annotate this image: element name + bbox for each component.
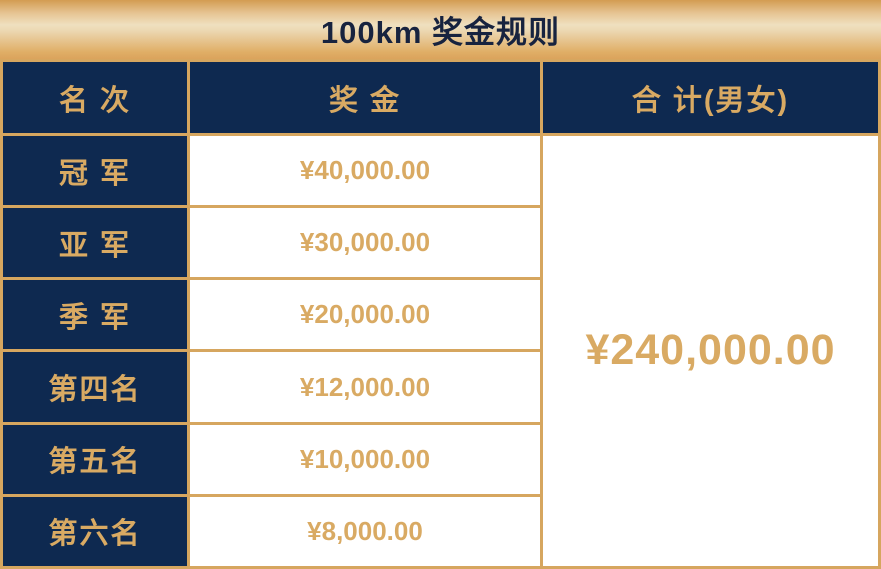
column-header-rank: 名 次 (3, 62, 187, 133)
column-header-prize: 奖 金 (190, 62, 540, 133)
prize-cell: ¥20,000.00 (190, 280, 540, 350)
panel-title-bar: 100km 奖金规则 (0, 0, 881, 59)
rank-cell: 冠 军 (3, 136, 187, 206)
rank-cell: 亚 军 (3, 208, 187, 278)
prize-cell: ¥30,000.00 (190, 208, 540, 278)
rank-cell: 季 军 (3, 280, 187, 350)
prize-cell: ¥40,000.00 (190, 136, 540, 206)
rank-cell: 第五名 (3, 424, 187, 494)
rank-cell: 第六名 (3, 496, 187, 566)
prize-cell: ¥12,000.00 (190, 352, 540, 422)
prize-table: 名 次 奖 金 合 计(男女) ¥240,000.00 冠 军 ¥40,000.… (0, 59, 881, 569)
prize-cell: ¥8,000.00 (190, 496, 540, 566)
total-amount: ¥240,000.00 (543, 136, 878, 566)
rank-cell: 第四名 (3, 352, 187, 422)
column-header-total: 合 计(男女) (543, 62, 878, 133)
panel-title: 100km 奖金规则 (320, 15, 561, 50)
prize-cell: ¥10,000.00 (190, 424, 540, 494)
